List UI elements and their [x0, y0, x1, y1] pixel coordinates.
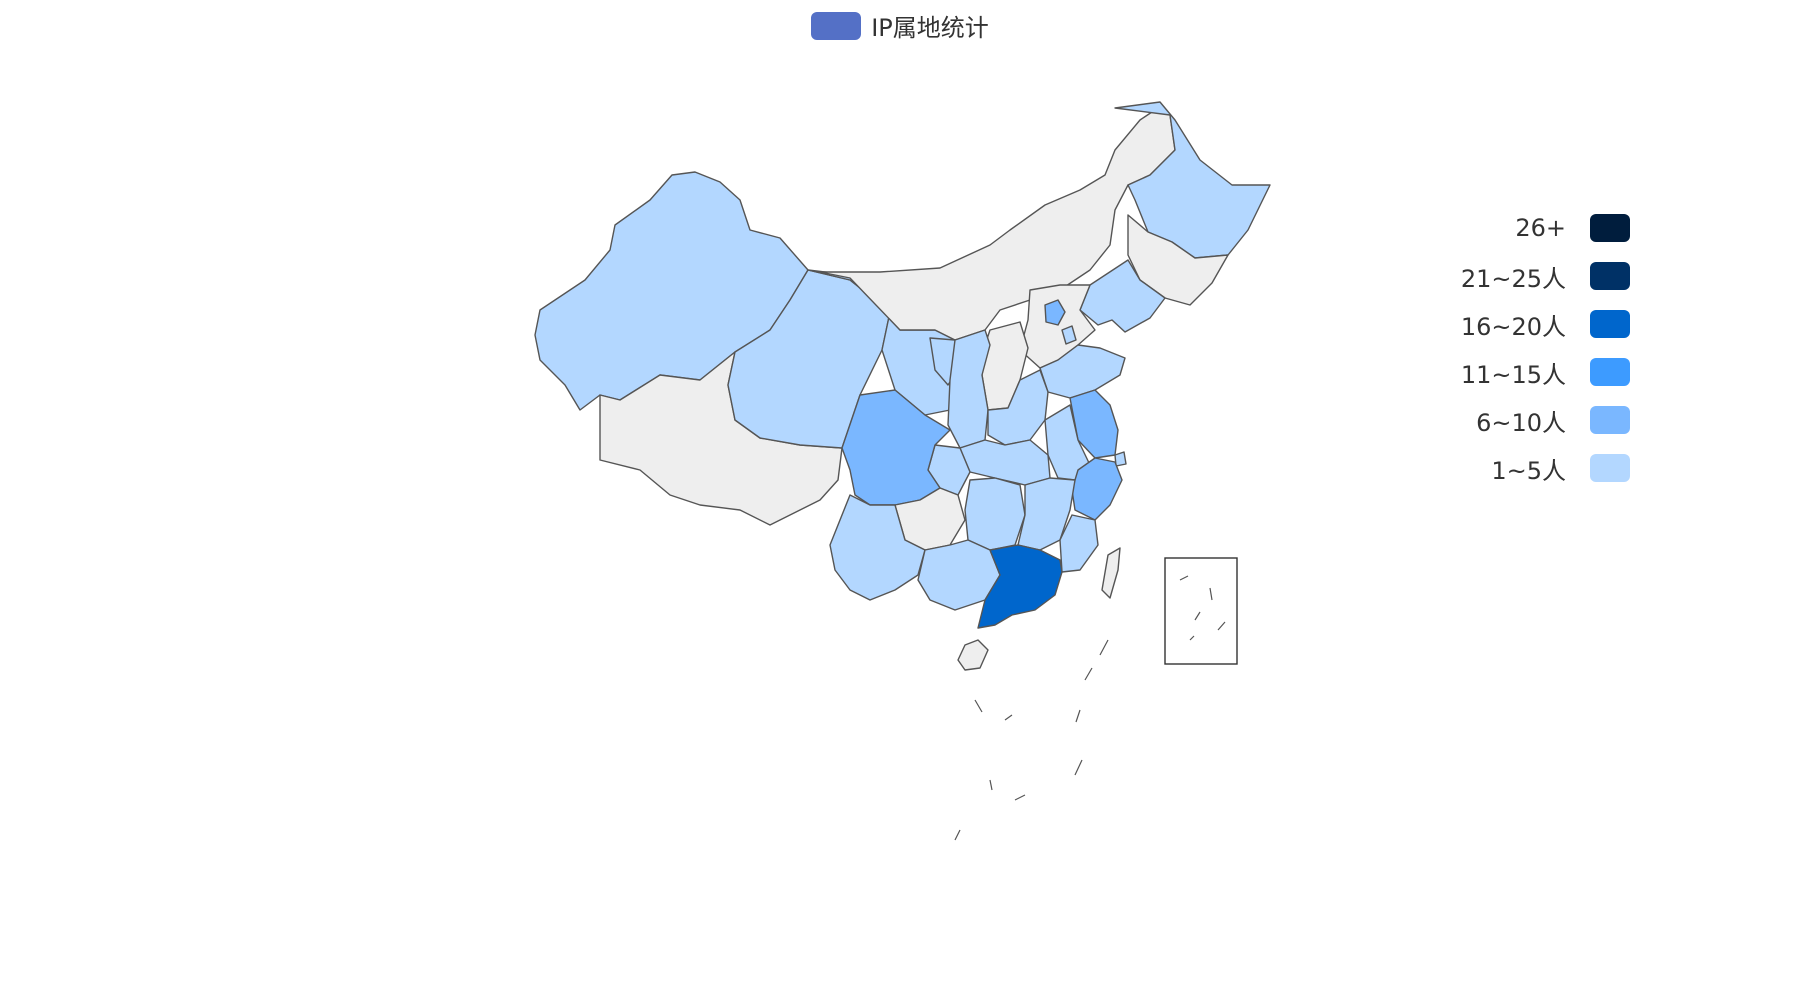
series-legend[interactable]: IP属地统计 [0, 8, 1800, 43]
visual-map-item[interactable]: 16~20人 [1430, 300, 1630, 348]
region-shaanxi[interactable] [947, 329, 991, 449]
visual-map-item[interactable]: 1~5人 [1430, 444, 1630, 492]
visual-map-label: 21~25人 [1460, 264, 1566, 293]
visual-map-label: 1~5人 [1491, 456, 1566, 485]
region-shanghai[interactable] [1114, 451, 1127, 467]
visual-map-label: 26+ [1515, 214, 1566, 242]
region-hubei[interactable] [959, 439, 1051, 486]
region-jiangsu[interactable] [1069, 389, 1119, 459]
region-hunan[interactable] [964, 477, 1026, 551]
legend-swatch[interactable] [811, 11, 862, 40]
visual-map-legend: 26+ 21~25人 16~20人 11~15人 6~10人 1~5人 [1430, 204, 1630, 492]
region-qinghai[interactable] [727, 269, 891, 449]
region-yunnan[interactable] [829, 494, 926, 601]
region-taiwan[interactable] [1101, 547, 1121, 599]
region-sichuan[interactable] [841, 389, 951, 506]
visual-map-item[interactable]: 11~15人 [1430, 348, 1630, 396]
visual-map-label: 11~15人 [1460, 360, 1566, 389]
region-tianjin[interactable] [1061, 325, 1077, 345]
region-guangdong[interactable] [977, 544, 1063, 629]
legend-label: IP属地统计 [871, 14, 989, 42]
visual-map-item[interactable]: 6~10人 [1430, 396, 1630, 444]
visual-map-item[interactable]: 21~25人 [1430, 252, 1630, 300]
south-china-sea-inset [1164, 557, 1238, 665]
visual-map-label: 16~20人 [1460, 312, 1566, 341]
region-jilin[interactable] [1127, 214, 1229, 306]
visual-map-swatch[interactable] [1590, 262, 1630, 290]
region-zhejiang[interactable] [1071, 457, 1123, 521]
nine-dash-line [1074, 639, 1109, 776]
region-tibet[interactable] [599, 351, 843, 526]
region-liaoning[interactable] [1079, 259, 1166, 333]
visual-map-swatch[interactable] [1590, 310, 1630, 338]
region-shandong[interactable] [1039, 344, 1126, 399]
visual-map-swatch[interactable] [1590, 406, 1630, 434]
region-hainan[interactable] [957, 639, 989, 671]
visual-map-swatch[interactable] [1590, 214, 1630, 242]
visual-map-swatch[interactable] [1590, 358, 1630, 386]
visual-map-item[interactable]: 26+ [1430, 204, 1630, 252]
visual-map-label: 6~10人 [1476, 408, 1566, 437]
scattered-islands [954, 699, 1026, 841]
visual-map-swatch[interactable] [1590, 454, 1630, 482]
inset-islands [1179, 575, 1226, 641]
region-beijing[interactable] [1044, 299, 1066, 326]
region-henan[interactable] [987, 369, 1049, 446]
